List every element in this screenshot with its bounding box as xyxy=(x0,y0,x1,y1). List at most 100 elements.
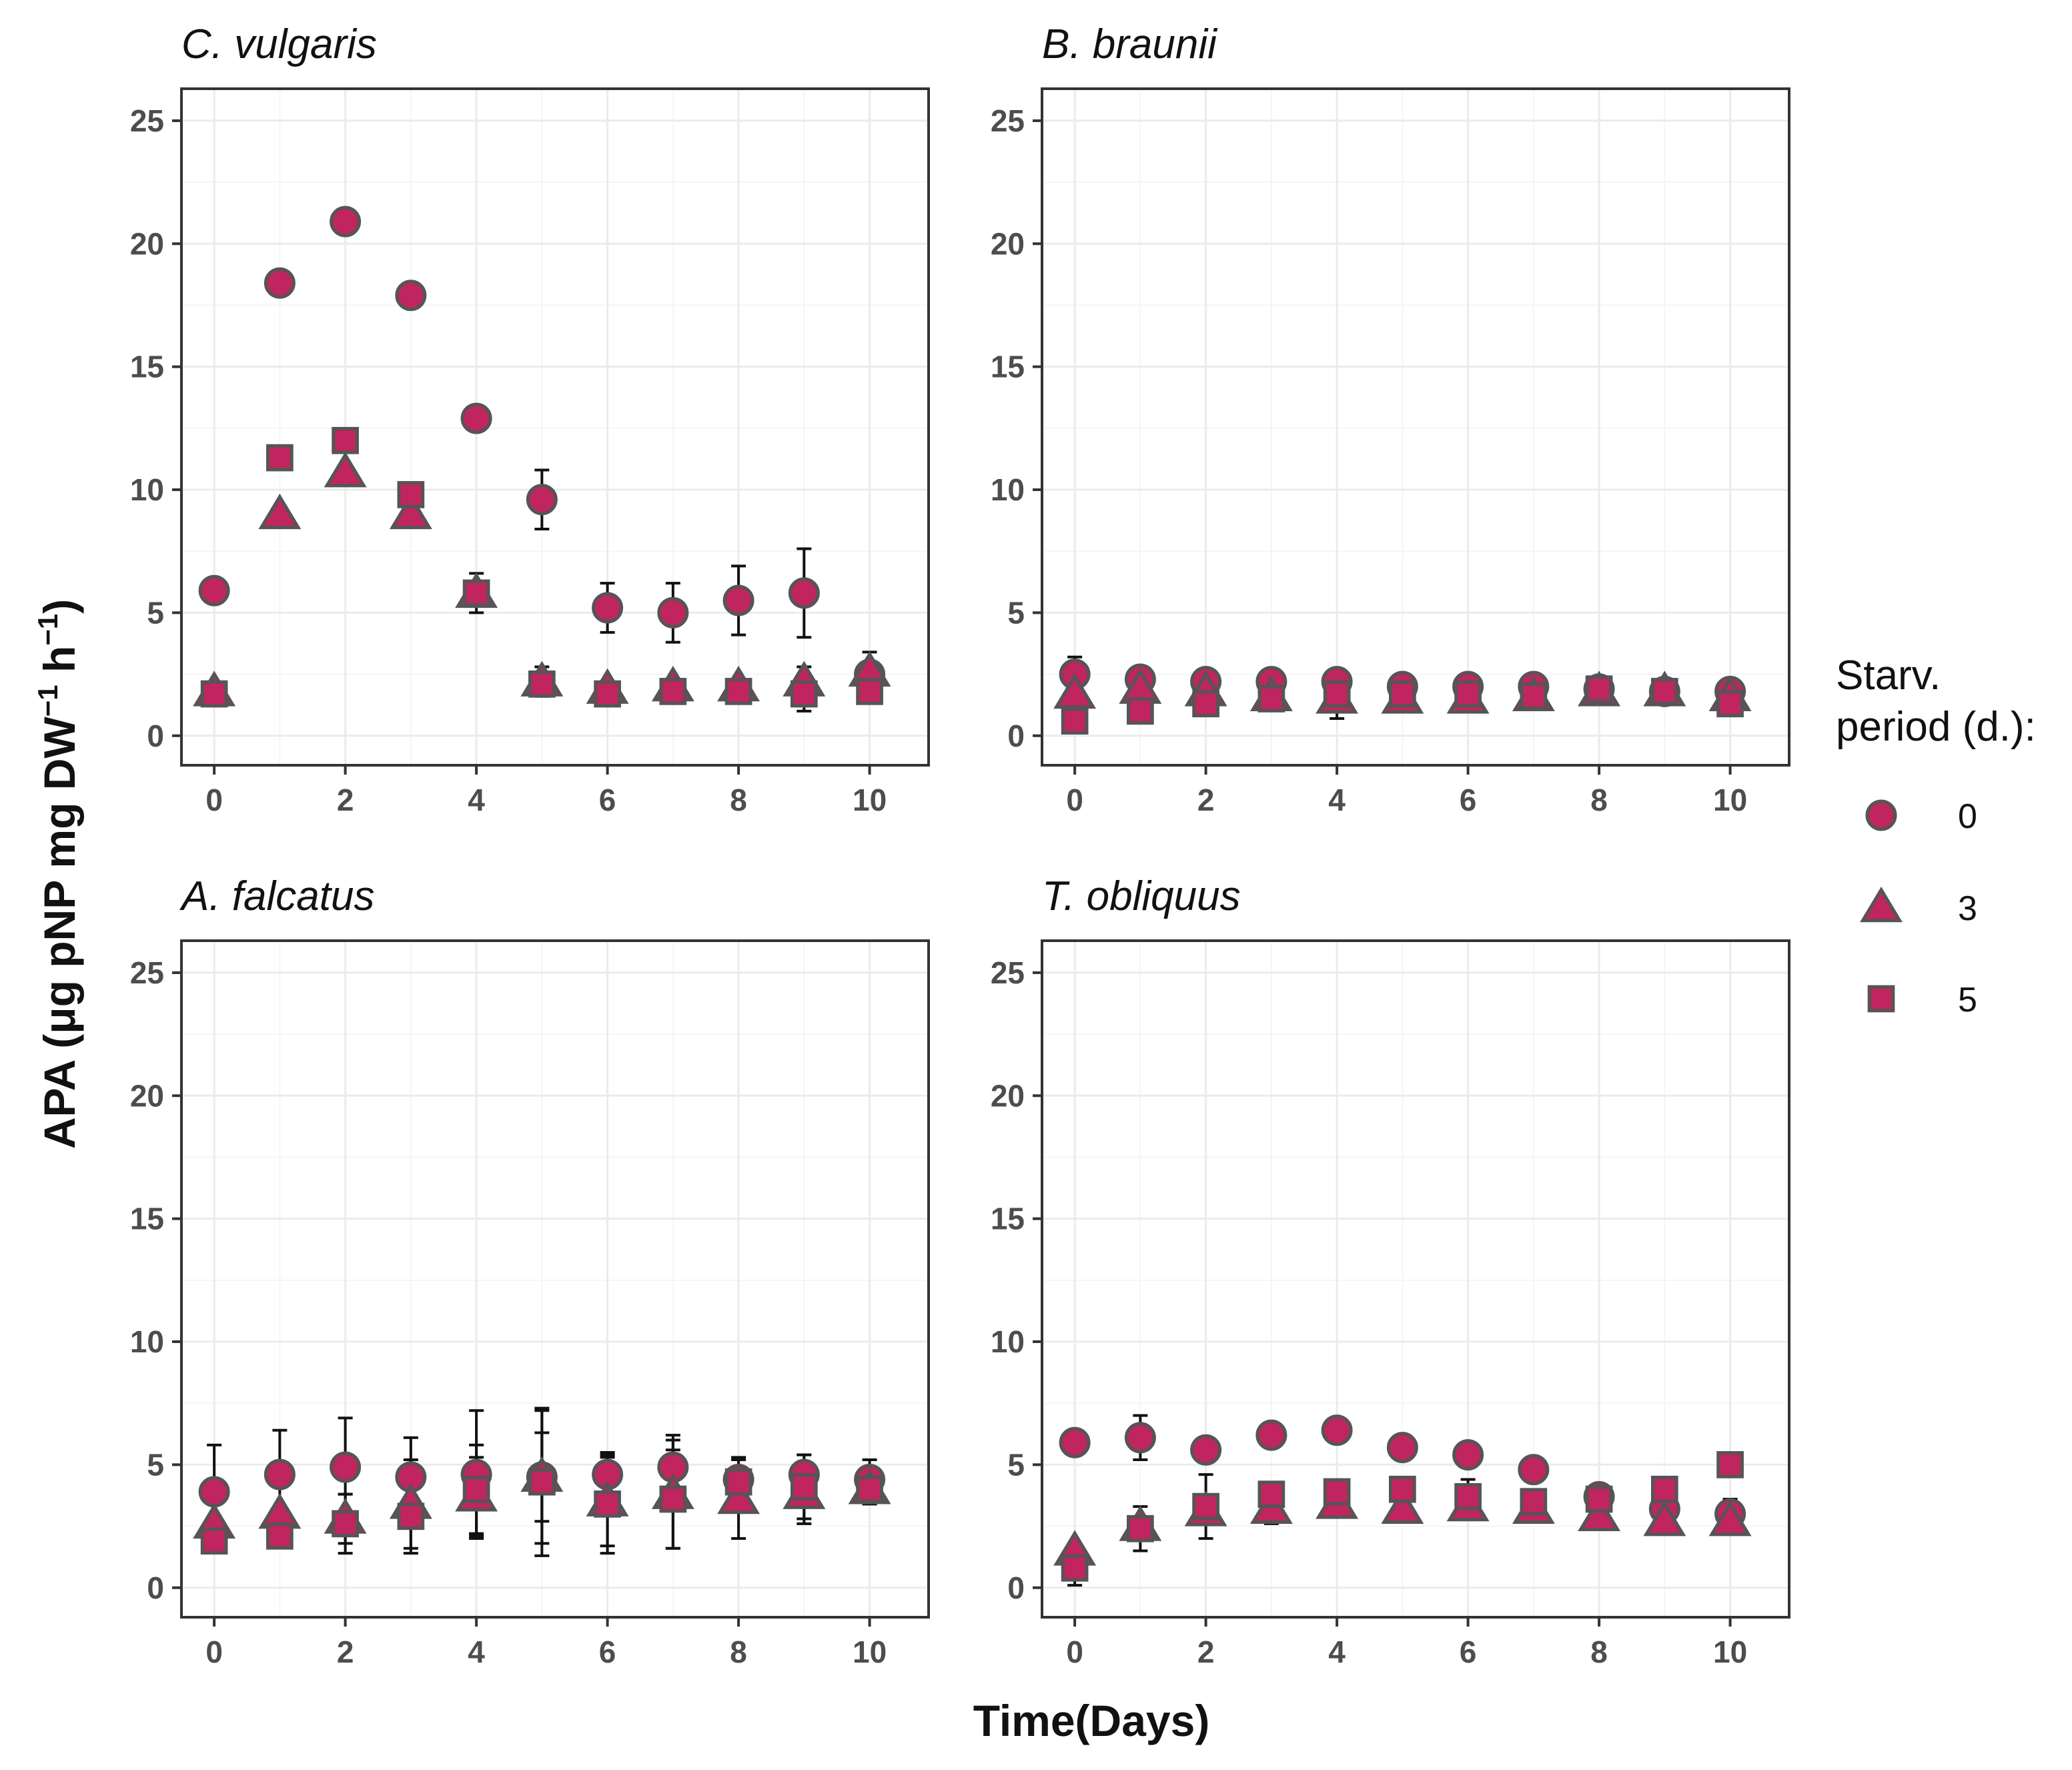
data-point-circle xyxy=(330,205,362,238)
panel-border xyxy=(180,939,930,1619)
data-point-circle xyxy=(1124,1422,1156,1454)
y-tick-label: 20 xyxy=(130,1078,164,1113)
panel-border xyxy=(1041,939,1790,1619)
y-tick-label: 25 xyxy=(991,955,1025,990)
data-point-triangle xyxy=(1053,673,1097,709)
data-point-circle xyxy=(1386,1432,1418,1464)
y-tick-label: 25 xyxy=(991,103,1025,138)
data-point-square xyxy=(397,1502,425,1530)
y-tick-label: 10 xyxy=(991,472,1025,507)
data-point-triangle xyxy=(1578,1495,1621,1532)
data-point-square xyxy=(1192,1492,1219,1520)
data-point-square xyxy=(1520,1488,1548,1516)
data-point-square xyxy=(1650,678,1678,705)
data-point-circle xyxy=(264,1458,296,1490)
data-point-circle xyxy=(788,577,820,609)
data-point-square xyxy=(1716,690,1744,718)
data-point-square xyxy=(462,1475,490,1503)
legend-entry: 0 xyxy=(1865,797,1977,836)
data-point-triangle xyxy=(1643,1500,1686,1536)
y-tick-label: 20 xyxy=(991,1078,1025,1113)
data-point-square xyxy=(594,680,621,708)
legend-entry: 5 xyxy=(1867,981,1977,1019)
data-point-square xyxy=(200,680,228,708)
x-tick-label: 6 xyxy=(1460,1635,1477,1669)
data-point-square xyxy=(332,1510,359,1538)
data-point-square xyxy=(594,1490,621,1518)
data-point-triangle xyxy=(324,452,367,488)
y-tick-label: 5 xyxy=(147,595,164,630)
data-point-square xyxy=(659,678,687,705)
data-point-circle xyxy=(1452,1439,1484,1471)
x-tick-label: 4 xyxy=(468,783,485,817)
y-tick-label: 15 xyxy=(991,1202,1025,1236)
x-tick-label: 0 xyxy=(205,1635,223,1669)
data-point-circle xyxy=(1190,1434,1222,1466)
x-tick-label: 2 xyxy=(337,1635,354,1669)
data-point-square xyxy=(724,678,752,705)
data-point-circle xyxy=(657,596,689,628)
x-axis-title: Time(Days) xyxy=(973,1696,1210,1745)
y-tick-label: 0 xyxy=(147,1571,164,1605)
panel-1: C. vulgaris 0 2 4 6 8 10 0 5 10 15 20 25 xyxy=(130,21,930,817)
data-point-square xyxy=(1389,1475,1416,1503)
data-point-square xyxy=(1323,1478,1351,1506)
x-tick-label: 2 xyxy=(1197,1635,1215,1669)
x-tick-label: 10 xyxy=(853,783,887,817)
x-tick-label: 0 xyxy=(1066,783,1083,817)
x-tick-label: 4 xyxy=(468,1635,485,1669)
data-point-circle xyxy=(330,1451,362,1483)
panel-title: B. braunii xyxy=(1042,21,1218,67)
data-point-square xyxy=(1585,675,1613,703)
data-point-square xyxy=(397,481,425,508)
legend-label: 3 xyxy=(1958,889,1977,928)
x-tick-label: 2 xyxy=(1197,783,1215,817)
data-point-square xyxy=(1257,1480,1285,1508)
x-tick-label: 10 xyxy=(853,1635,887,1669)
y-axis-title-sup2: −1 xyxy=(32,614,63,646)
data-point-square xyxy=(1454,680,1482,708)
panel-title: T. obliquus xyxy=(1042,873,1241,919)
x-tick-label: 6 xyxy=(599,783,616,817)
panel-3: A. falcatus 0 2 4 6 8 10 0 5 10 15 20 25 xyxy=(130,873,930,1669)
x-tick-label: 8 xyxy=(1590,1635,1608,1669)
data-point-circle xyxy=(264,267,296,299)
legend-label: 5 xyxy=(1958,981,1977,1019)
legend: Starv. period (d.): 0 3 5 xyxy=(1836,652,2036,1019)
panel-4: T. obliquus 0 2 4 6 8 10 0 5 10 15 20 25 xyxy=(991,873,1790,1669)
legend-title-line2: period (d.): xyxy=(1836,704,2036,750)
data-point-square xyxy=(1127,1514,1154,1542)
y-tick-label: 10 xyxy=(130,1324,164,1359)
x-tick-label: 6 xyxy=(599,1635,616,1669)
y-tick-label: 20 xyxy=(130,226,164,261)
data-point-square xyxy=(1061,1554,1089,1582)
data-point-triangle xyxy=(1708,1500,1752,1536)
y-axis-title-sup1: −1 xyxy=(32,685,63,717)
data-point-square xyxy=(1716,1451,1744,1478)
panel-border xyxy=(180,87,930,767)
x-tick-label: 4 xyxy=(1328,1635,1346,1669)
y-tick-label: 25 xyxy=(130,955,164,990)
panel-2: B. braunii 0 2 4 6 8 10 0 5 10 15 20 25 xyxy=(991,21,1790,817)
y-tick-label: 15 xyxy=(991,350,1025,384)
data-point-square xyxy=(1389,680,1416,708)
x-tick-label: 8 xyxy=(730,783,747,817)
data-point-square xyxy=(1323,680,1351,708)
data-point-circle xyxy=(1059,1426,1091,1458)
y-axis-title-mid: h xyxy=(35,646,84,685)
data-point-circle xyxy=(460,402,492,434)
x-tick-label: 0 xyxy=(1066,1635,1083,1669)
data-point-square xyxy=(1127,697,1154,725)
y-tick-label: 10 xyxy=(130,472,164,507)
legend-label: 0 xyxy=(1958,797,1977,836)
data-point-square xyxy=(1192,690,1219,718)
y-axis-title-unit: (μg pNP mg DW xyxy=(35,717,84,1049)
data-point-circle xyxy=(395,280,427,312)
x-tick-label: 2 xyxy=(337,783,354,817)
y-tick-label: 0 xyxy=(147,719,164,753)
panel-title: A. falcatus xyxy=(179,873,374,919)
legend-key-circle xyxy=(1865,799,1897,831)
data-point-circle xyxy=(526,484,558,516)
